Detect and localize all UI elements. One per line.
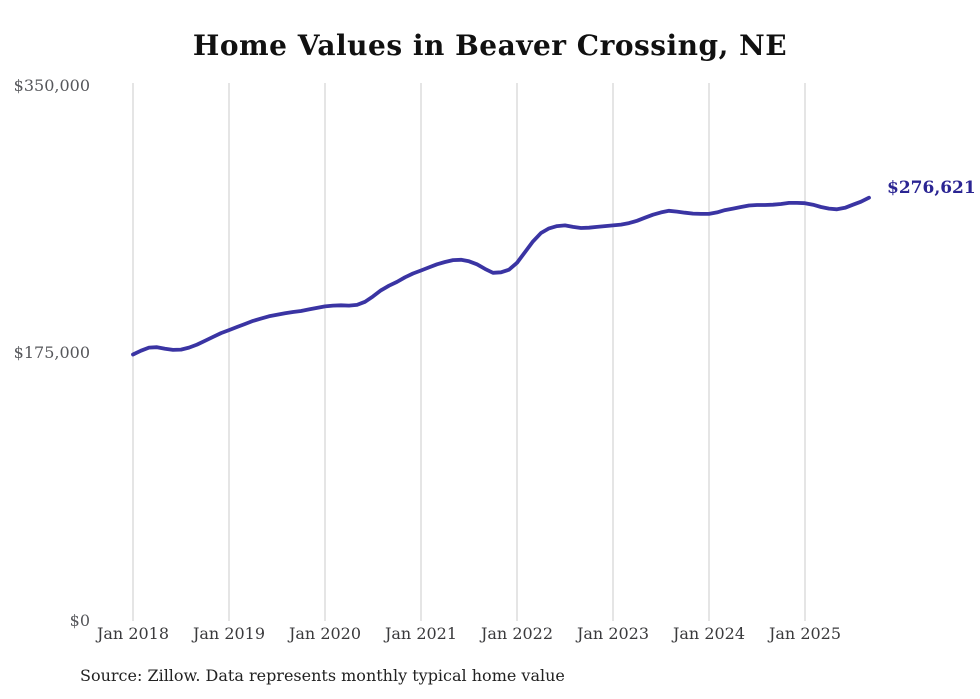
x-tick-label: Jan 2018 xyxy=(96,624,170,643)
chart-title: Home Values in Beaver Crossing, NE xyxy=(192,29,788,62)
x-tick-label: Jan 2024 xyxy=(672,624,746,643)
x-tick-label: Jan 2022 xyxy=(480,624,554,643)
x-tick-label: Jan 2025 xyxy=(768,624,842,643)
x-tick-label: Jan 2019 xyxy=(192,624,266,643)
source-note: Source: Zillow. Data represents monthly … xyxy=(80,666,565,685)
y-tick-label: $0 xyxy=(69,610,90,630)
latest-value-label: $276,621 xyxy=(887,178,976,198)
home-value-line xyxy=(131,195,871,357)
x-tick-label: Jan 2020 xyxy=(288,624,362,643)
x-tick-label: Jan 2021 xyxy=(384,624,458,643)
x-tick-label: Jan 2023 xyxy=(576,624,650,643)
y-tick-label: $350,000 xyxy=(13,75,90,95)
y-tick-label: $175,000 xyxy=(13,343,90,362)
